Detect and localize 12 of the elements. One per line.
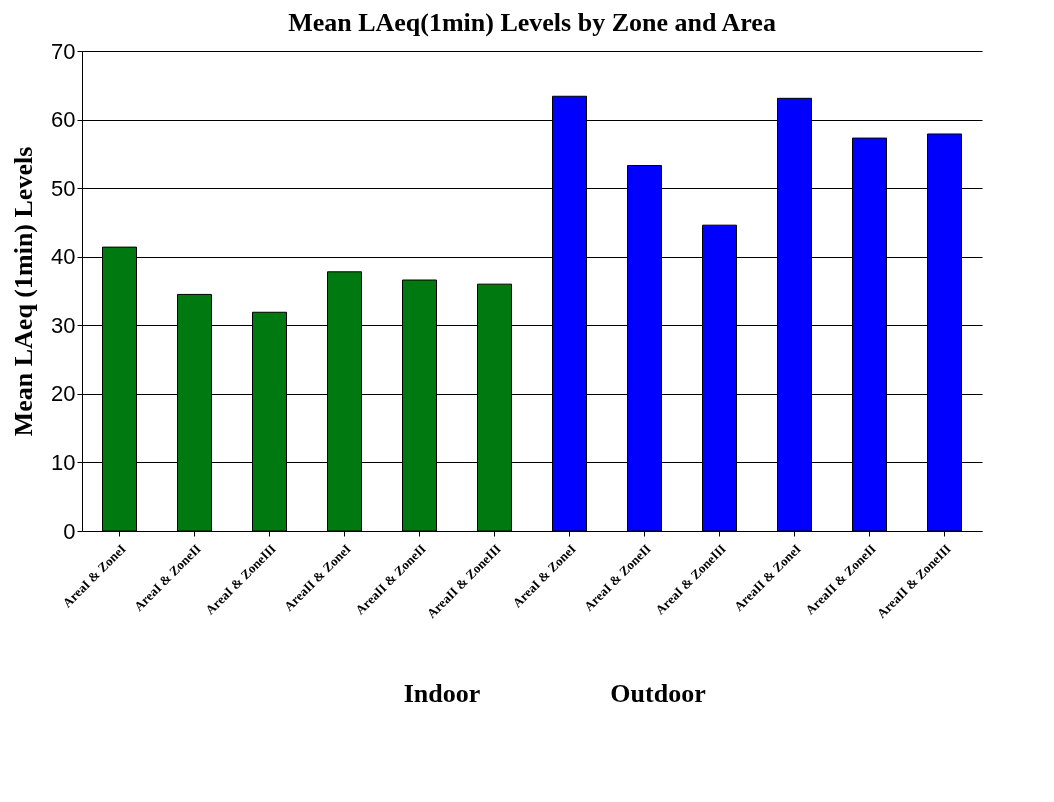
y-tick-label: 50 xyxy=(51,175,76,201)
y-tick-label: 20 xyxy=(51,381,76,407)
y-tick-label: 30 xyxy=(51,312,76,338)
y-tick-label: 40 xyxy=(51,244,76,270)
text: Outdoor xyxy=(610,679,706,708)
y-tick-label: 0 xyxy=(63,518,76,544)
y-tick-label: 10 xyxy=(51,449,76,475)
chart-title: Mean LAeq(1min) Levels by Zone and Area xyxy=(288,8,776,37)
text: Indoor xyxy=(403,679,481,708)
y-tick-label: 70 xyxy=(51,38,76,64)
y-tick-label: 60 xyxy=(51,107,76,133)
y-axis-title: Mean LAeq (1min) Levels xyxy=(9,146,39,437)
